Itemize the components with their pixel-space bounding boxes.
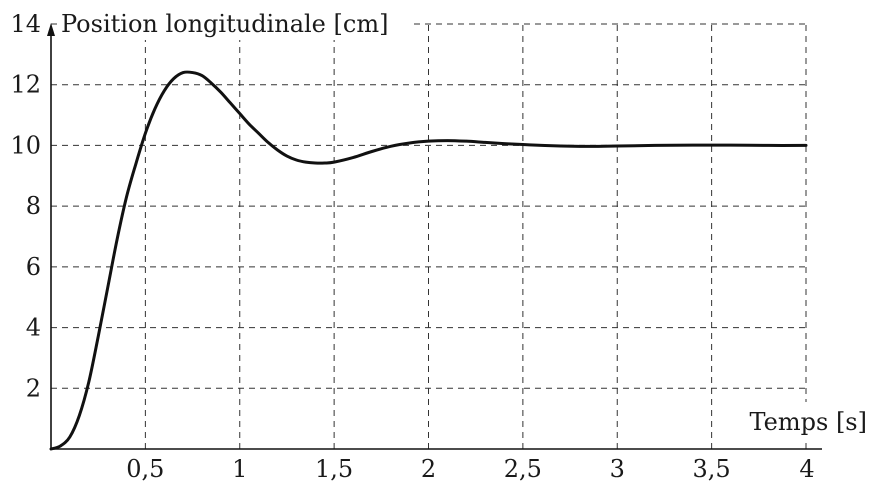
x-tick-label: 3,5 <box>693 455 731 483</box>
x-tick-label: 2,5 <box>504 455 542 483</box>
y-tick-label: 14 <box>10 10 41 38</box>
grid <box>51 23 807 449</box>
series <box>49 70 808 451</box>
x-tick-label: 0,5 <box>126 455 164 483</box>
y-tick-label: 8 <box>26 192 41 220</box>
axes <box>47 23 822 450</box>
tick-labels: 0,5 1 1,5 2 2,5 3 3,5 4 2 4 6 8 10 12 14 <box>10 10 814 483</box>
y-axis-title-background <box>58 6 412 40</box>
series-line-position <box>49 70 808 451</box>
y-axis-title-group: Position longitudinale [cm] <box>58 6 412 40</box>
y-tick-label: 12 <box>10 71 41 99</box>
x-axis-title-group: Temps [s] <box>741 402 871 438</box>
x-tick-label: 1,5 <box>315 455 353 483</box>
x-tick-label: 1 <box>232 455 247 483</box>
y-axis-arrow <box>47 23 55 36</box>
y-tick-label: 6 <box>26 253 41 281</box>
x-tick-label: 3 <box>610 455 625 483</box>
y-tick-label: 10 <box>10 131 41 159</box>
x-tick-label: 4 <box>799 455 814 483</box>
y-axis-title: Position longitudinale [cm] <box>61 10 388 38</box>
x-axis-title-background <box>741 402 871 438</box>
y-tick-label: 4 <box>26 314 41 342</box>
x-tick-label: 2 <box>421 455 436 483</box>
x-axis-title: Temps [s] <box>750 408 867 436</box>
y-tick-label: 2 <box>26 374 41 402</box>
